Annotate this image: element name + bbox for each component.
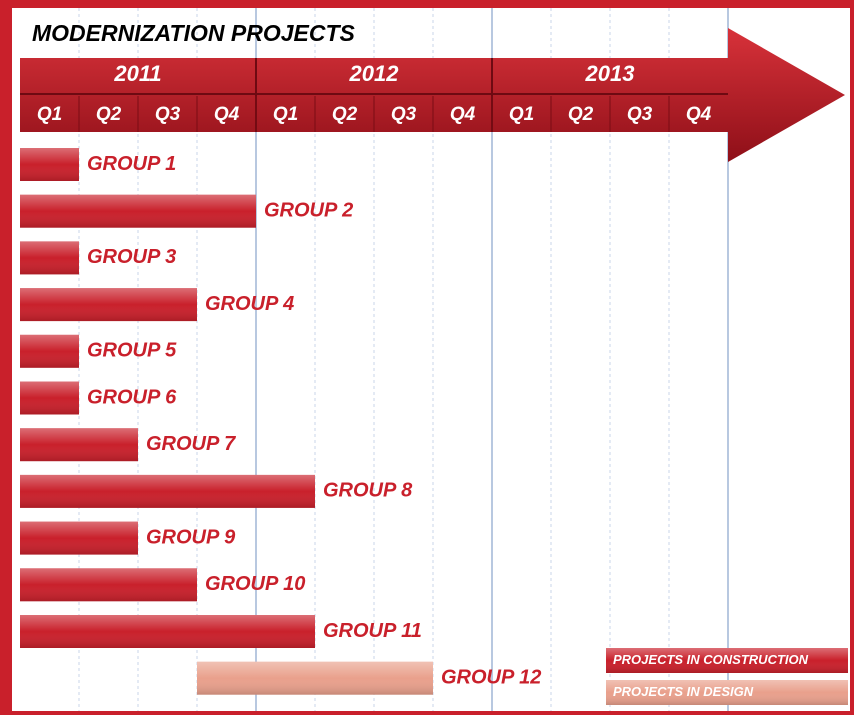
year-label: 2013 bbox=[585, 61, 635, 86]
bar-shine bbox=[20, 474, 315, 508]
bar-shine bbox=[20, 148, 79, 181]
bar-label: GROUP 6 bbox=[87, 386, 177, 408]
legend-label: PROJECTS IN DESIGN bbox=[613, 684, 754, 699]
bar-shine bbox=[20, 428, 138, 462]
bar-label: GROUP 11 bbox=[323, 620, 422, 642]
top-border bbox=[0, 0, 854, 8]
quarter-label: Q2 bbox=[332, 104, 358, 125]
bar-shine bbox=[20, 568, 197, 602]
chart-title: MODERNIZATION PROJECTS bbox=[32, 20, 356, 46]
bar-shine bbox=[20, 288, 197, 322]
bar-label: GROUP 3 bbox=[87, 246, 176, 268]
year-label: 2011 bbox=[113, 61, 161, 86]
bar-shine bbox=[20, 241, 79, 275]
bar-label: GROUP 9 bbox=[146, 526, 236, 548]
quarter-label: Q1 bbox=[273, 104, 298, 125]
bar-shine bbox=[20, 381, 79, 415]
bar-label: GROUP 12 bbox=[441, 666, 541, 688]
bar-label: GROUP 8 bbox=[323, 480, 413, 502]
bar-shine bbox=[20, 194, 256, 228]
content: 2011 2012 2013 Q1 Q2 Q3 Q4 Q1 Q2 Q3 Q4 Q1 Q2 Q3 Q4 GROU… bbox=[20, 58, 848, 705]
quarter-label: Q4 bbox=[450, 104, 476, 125]
bar-shine bbox=[20, 334, 79, 368]
bar-shine bbox=[197, 661, 433, 695]
bar-label: GROUP 4 bbox=[205, 293, 294, 315]
bar-label: GROUP 2 bbox=[264, 199, 353, 221]
quarter-label: Q4 bbox=[686, 104, 712, 125]
quarter-label: Q1 bbox=[37, 104, 62, 125]
bar-shine bbox=[20, 615, 315, 648]
year-label: 2012 bbox=[349, 61, 400, 86]
quarter-label: Q2 bbox=[96, 104, 122, 125]
quarter-label: Q4 bbox=[214, 104, 240, 125]
bar-label: GROUP 1 bbox=[87, 153, 176, 175]
legend-shine bbox=[606, 680, 848, 705]
legend-label: PROJECTS IN CONSTRUCTION bbox=[613, 652, 809, 667]
bar-label: GROUP 7 bbox=[146, 433, 236, 455]
right-border bbox=[850, 0, 854, 715]
bottom-border bbox=[0, 711, 854, 715]
bar-shine bbox=[20, 521, 138, 555]
bar-label: GROUP 5 bbox=[87, 340, 177, 362]
quarter-label: Q2 bbox=[568, 104, 594, 125]
quarter-label: Q3 bbox=[155, 104, 181, 125]
quarter-label: Q3 bbox=[391, 104, 417, 125]
left-border bbox=[0, 0, 12, 715]
bar-label: GROUP 10 bbox=[205, 573, 305, 595]
quarter-label: Q1 bbox=[509, 104, 534, 125]
legend-shine bbox=[606, 648, 848, 673]
quarter-label: Q3 bbox=[627, 104, 653, 125]
